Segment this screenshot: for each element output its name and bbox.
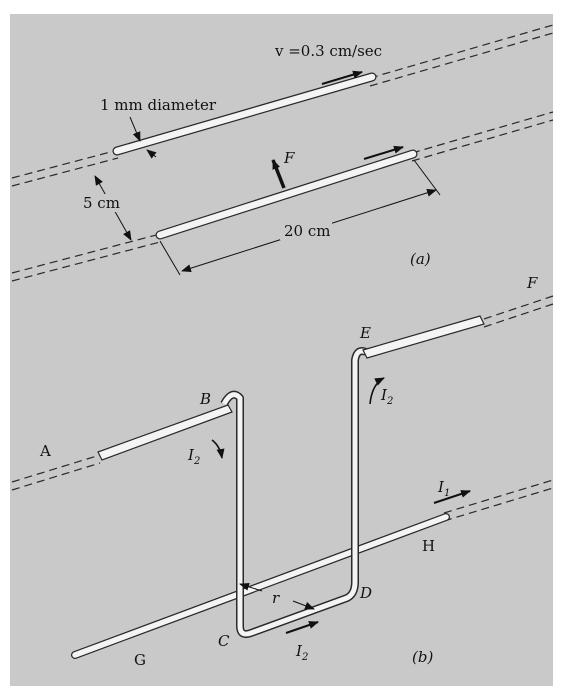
strip-A-dashed-extension <box>11 454 101 491</box>
length-label: 20 cm <box>284 222 330 240</box>
current-label-I1: I1 <box>437 478 450 499</box>
upper-wire-dashed-extension <box>11 24 554 187</box>
current-label-I2-right: I2 <box>380 386 393 407</box>
point-label-F: F <box>526 274 538 292</box>
force-arrow <box>271 159 286 189</box>
current-arrow-I2-right <box>369 377 385 405</box>
point-label-G: G <box>134 651 146 669</box>
strip-AB <box>97 404 233 461</box>
point-label-A: A <box>39 442 51 460</box>
wire-H-dashed-extension <box>443 479 554 522</box>
point-label-C: C <box>218 632 230 650</box>
diameter-arrow-bottom <box>146 149 157 159</box>
distance-arrow-left <box>239 582 263 592</box>
current-arrow-I1 <box>433 490 471 504</box>
current-label-I2-left: I2 <box>187 446 200 467</box>
panel-label-a: (a) <box>410 250 431 268</box>
length-label-gap <box>280 222 332 240</box>
separation-label: 5 cm <box>83 194 120 212</box>
diameter-label: 1 mm diameter <box>100 96 217 114</box>
current-arrow-I2-bottom <box>285 621 319 634</box>
current-label-I2-bottom: I2 <box>295 642 308 663</box>
figure-background <box>10 14 553 686</box>
distance-label: r <box>272 589 280 607</box>
wire-GH <box>71 513 450 659</box>
point-label-D: D <box>359 584 372 602</box>
separation-label-gap <box>80 194 130 212</box>
upper-wire <box>112 72 377 156</box>
velocity-arrow-upper <box>321 70 363 85</box>
strip-EF <box>362 315 485 359</box>
point-label-B: B <box>199 390 211 408</box>
diameter-arrow-top <box>129 116 141 142</box>
velocity-label: v =0.3 cm/sec <box>274 42 382 60</box>
point-label-E: E <box>359 324 371 342</box>
panel-label-b: (b) <box>412 648 433 666</box>
current-arrow-I2-left <box>211 439 225 459</box>
lower-wire-dashed-extension <box>11 111 554 282</box>
force-label: F <box>283 149 295 167</box>
point-label-H: H <box>422 537 435 555</box>
wire-BCDE <box>220 347 368 639</box>
distance-arrow-right <box>292 600 315 610</box>
velocity-arrow-lower <box>363 145 404 160</box>
